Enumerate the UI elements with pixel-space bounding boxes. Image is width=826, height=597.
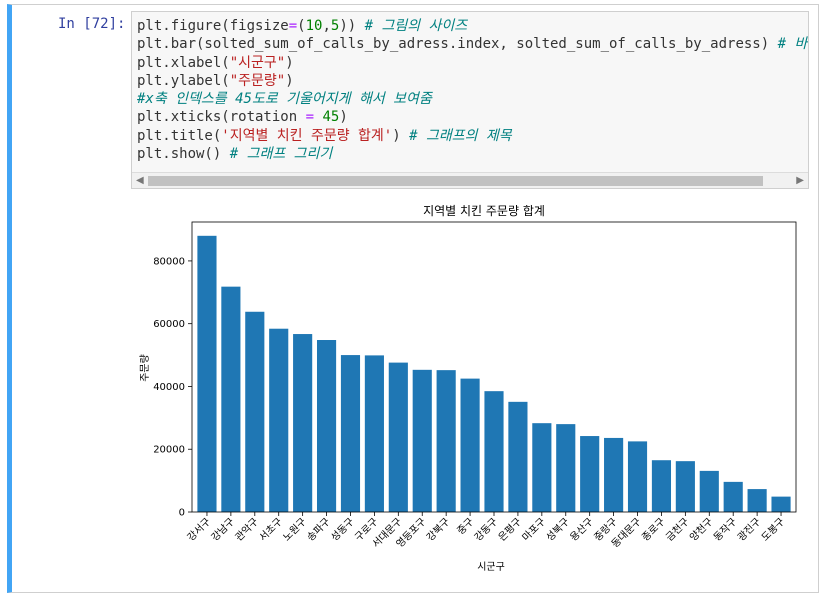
code-token: )) [339,18,365,34]
y-tick-label: 80000 [153,256,185,267]
code-line: plt.xlabel("시군구") [137,55,294,71]
x-tick-label: 종로구 [640,516,668,544]
bar [699,470,719,512]
horizontal-scrollbar[interactable]: ◀ ▶ [132,172,808,188]
x-tick-label: 강동구 [472,516,500,544]
code-token: ) [392,127,410,144]
code-token: = [305,109,315,126]
code-token: = [288,18,298,34]
bar [245,311,265,512]
scroll-left-icon[interactable]: ◀ [136,175,144,186]
x-tick-label: 관악구 [233,516,261,544]
code-token: plt.show() [137,146,230,163]
x-tick-label: 동작구 [711,516,739,544]
code-line: plt.title('지역별 치킨 주문량 합계') # 그래프의 제목 [137,128,512,144]
y-tick-label: 40000 [153,382,185,393]
y-tick-label: 60000 [153,319,185,330]
bar [532,423,552,512]
bar [604,437,624,512]
bar [675,461,695,512]
bar [436,370,456,512]
x-tick-label: 은평구 [496,516,524,544]
x-tick-label: 성동구 [329,516,357,544]
code-line: #x축 인덱스를 45도로 기울어지게 해서 보여줌 [137,91,432,107]
x-tick-label: 노원구 [281,516,309,544]
code-line: plt.ylabel("주문량") [137,73,294,89]
code-token: '지역별 치킨 주문량 합계' [221,127,393,144]
x-tick-label: 송파구 [305,516,333,544]
x-tick-label: 강남구 [209,516,237,544]
bar [747,489,767,512]
x-axis-label: 시군구 [477,561,505,573]
code-token: ) [339,109,348,126]
bar [627,441,648,512]
code-token: ) [285,54,294,71]
code-token: ( [297,18,306,34]
x-tick-label: 양천구 [687,516,715,544]
code-token: , [322,18,331,34]
bar [340,355,361,512]
x-tick-label: 서초구 [257,516,285,544]
code-token: plt.xticks(rotation [137,109,306,126]
bar [556,424,576,512]
code-token: "주문량" [229,72,286,89]
scroll-right-icon[interactable]: ▶ [796,175,804,186]
code-token: #x축 인덱스를 45도로 기울어지게 해서 보여줌 [137,91,432,108]
code-token: plt.ylabel( [137,72,230,89]
bar [269,328,289,512]
bar [388,362,408,512]
chart-title: 지역별 치킨 주문량 합계 [423,204,545,218]
code-token: plt.bar(solted_sum_of_calls_by_adress.in… [137,36,778,53]
bar [460,378,480,512]
bar [651,460,672,512]
code-token: 5 [330,18,340,34]
code-token: # 그래프 그리기 [229,146,333,163]
cell-prompt: In [72]: [58,16,126,32]
code-token: # 바 그래프 [777,36,808,53]
code-token: ) [285,72,294,89]
y-axis-label: 주문량 [139,354,151,382]
x-tick-label: 금천구 [663,516,691,544]
bar [580,436,600,512]
x-tick-label: 강북구 [424,516,452,544]
x-tick-label: 마포구 [520,516,548,544]
plot-frame [191,221,797,513]
code-token: plt.figure(figsize [137,18,289,34]
code-token: "시군구" [229,54,286,71]
code-token: 45 [322,109,340,126]
x-tick-label: 성북구 [544,516,572,544]
code-token: plt.title( [137,127,222,144]
bar [412,369,432,512]
x-tick-label: 강서구 [185,516,213,544]
x-tick-label: 용산구 [568,516,596,544]
x-tick-label: 도봉구 [759,516,787,544]
code-token: 10 [305,18,323,34]
bar [293,334,313,512]
bar [316,340,337,512]
x-tick-label: 중구 [455,516,477,538]
bar [221,286,241,512]
code-line: plt.show() # 그래프 그리기 [137,146,332,162]
bar [364,355,384,512]
scrollbar-thumb[interactable] [148,176,763,186]
y-tick-label: 20000 [153,445,185,456]
y-tick-label: 0 [179,508,185,519]
bar-chart: 지역별 치킨 주문량 합계 강서구강남구관악구서초구노원구송파구성동구구로구서대… [139,204,797,573]
code-token: # 그래프의 제목 [409,127,512,144]
bar [484,391,504,512]
code-token: # 그림의 사이즈 [364,18,468,34]
code-editor[interactable]: plt.figure(figsize=(10,5)) # 그림의 사이즈 plt… [131,11,809,189]
bar [723,481,743,512]
code-line: plt.xticks(rotation = 45) [137,109,348,125]
x-tick-label: 광진구 [735,516,763,544]
code-text[interactable]: plt.figure(figsize=(10,5)) # 그림의 사이즈 plt… [137,17,808,163]
code-line: plt.bar(solted_sum_of_calls_by_adress.in… [137,36,808,53]
bar [197,235,217,513]
bar [771,496,791,512]
bar [508,401,528,512]
code-line: plt.figure(figsize=(10,5)) # 그림의 사이즈 [137,18,467,34]
code-token: plt.xlabel( [137,54,230,71]
